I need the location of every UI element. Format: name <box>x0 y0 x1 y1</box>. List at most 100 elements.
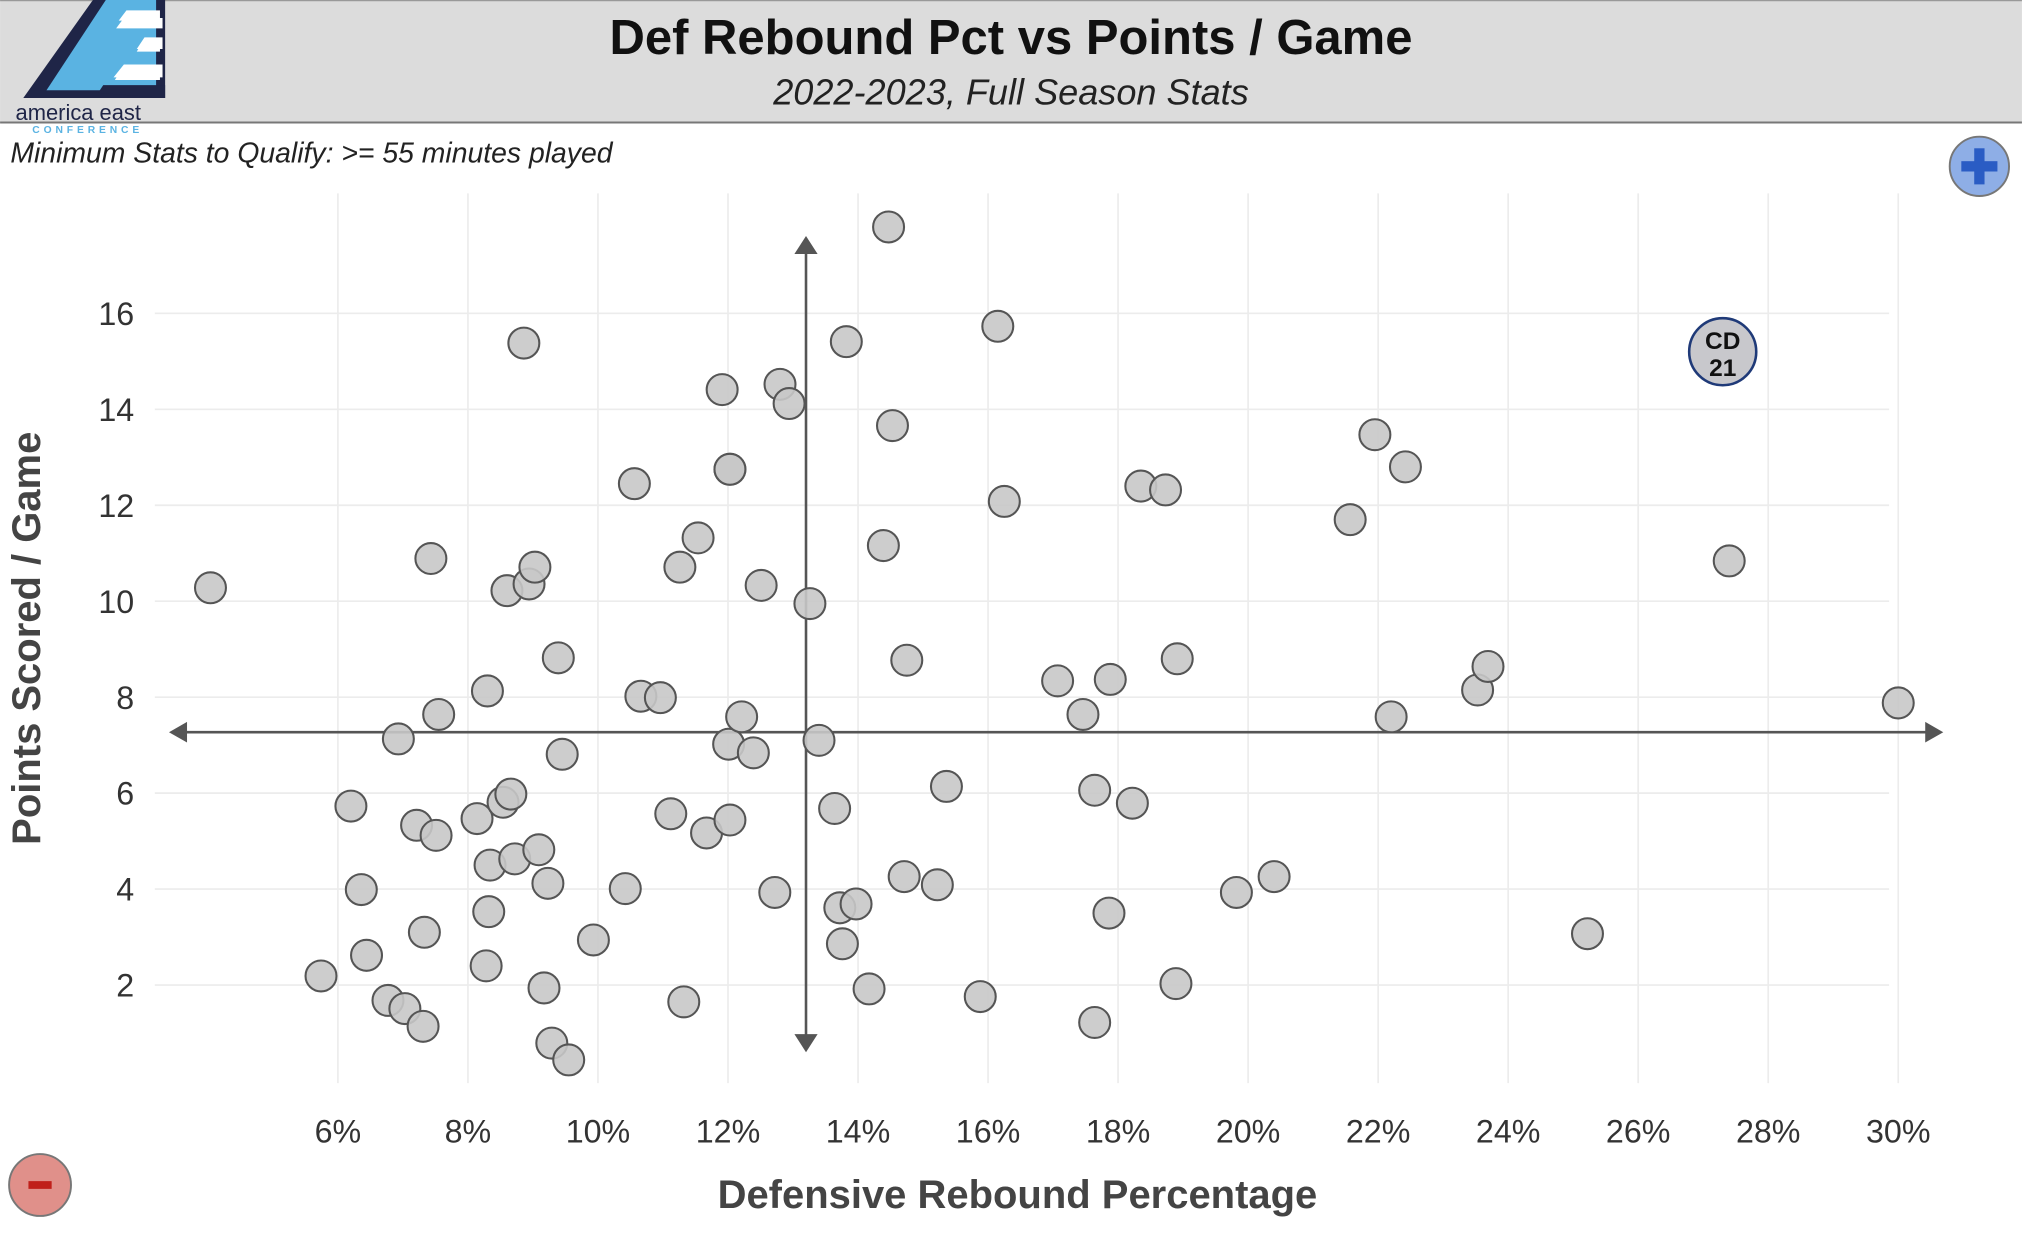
data-point[interactable] <box>460 802 494 836</box>
data-point[interactable] <box>406 1009 440 1043</box>
data-point[interactable] <box>531 866 565 900</box>
data-point[interactable] <box>576 923 610 957</box>
data-point[interactable] <box>407 915 441 949</box>
header-band <box>0 0 2022 123</box>
data-point[interactable] <box>1712 544 1746 578</box>
data-point[interactable] <box>744 568 778 602</box>
data-point[interactable] <box>304 959 338 993</box>
logo-subtext: CONFERENCE <box>32 125 143 136</box>
data-point[interactable] <box>1219 875 1253 909</box>
highlight-marker[interactable] <box>1687 316 1758 387</box>
data-point[interactable] <box>654 797 688 831</box>
data-point[interactable] <box>643 681 677 715</box>
data-point[interactable] <box>890 643 924 677</box>
data-point[interactable] <box>981 309 1015 343</box>
data-point[interactable] <box>522 833 556 867</box>
data-point[interactable] <box>866 529 900 563</box>
plus-icon <box>1961 148 1998 185</box>
zoom-in-button[interactable] <box>1948 135 2010 197</box>
data-point[interactable] <box>1078 1005 1112 1039</box>
data-point[interactable] <box>705 373 739 407</box>
data-point[interactable] <box>552 1043 586 1077</box>
data-point[interactable] <box>667 985 701 1019</box>
data-point[interactable] <box>929 769 963 803</box>
data-point[interactable] <box>1570 917 1604 951</box>
y-tick-label: 14 <box>98 392 134 428</box>
gridlines <box>154 193 1900 1084</box>
data-point[interactable] <box>793 587 827 621</box>
data-point[interactable] <box>713 803 747 837</box>
data-point[interactable] <box>419 818 453 852</box>
data-point[interactable] <box>839 887 873 921</box>
data-point[interactable] <box>494 777 528 811</box>
data-point[interactable] <box>350 938 384 972</box>
qualification-note: Minimum Stats to Qualify: >= 55 minutes … <box>10 137 613 169</box>
data-point[interactable] <box>1333 503 1367 537</box>
data-point[interactable] <box>545 737 579 771</box>
data-point[interactable] <box>802 723 836 757</box>
data-point[interactable] <box>875 409 909 443</box>
data-point[interactable] <box>469 949 503 983</box>
data-point[interactable] <box>1093 662 1127 696</box>
data-point[interactable] <box>987 484 1021 518</box>
zoom-out-button[interactable] <box>8 1153 72 1217</box>
data-point[interactable] <box>963 980 997 1014</box>
data-point[interactable] <box>1159 967 1193 1001</box>
data-point[interactable] <box>887 860 921 894</box>
data-point[interactable] <box>470 674 504 708</box>
x-axis-label: Defensive Rebound Percentage <box>718 1173 1318 1217</box>
data-point[interactable] <box>663 550 697 584</box>
data-point[interactable] <box>1149 473 1183 507</box>
x-tick-label: 14% <box>826 1113 891 1149</box>
x-tick-label: 30% <box>1866 1113 1931 1149</box>
data-point[interactable] <box>1078 773 1112 807</box>
data-point[interactable] <box>344 873 378 907</box>
y-tick-label: 4 <box>116 872 134 908</box>
chart-subtitle: 2022-2023, Full Season Stats <box>772 71 1249 112</box>
minus-icon <box>28 1181 52 1189</box>
data-point[interactable] <box>527 971 561 1005</box>
data-point[interactable] <box>713 452 747 486</box>
data-point[interactable] <box>772 387 806 421</box>
y-tick-label: 6 <box>116 776 134 812</box>
data-point[interactable] <box>422 697 456 731</box>
data-point[interactable] <box>758 875 792 909</box>
data-point[interactable] <box>1160 642 1194 676</box>
data-point[interactable] <box>472 895 506 929</box>
data-point[interactable] <box>736 736 770 770</box>
data-point[interactable] <box>1374 700 1408 734</box>
data-point[interactable] <box>725 700 759 734</box>
data-point[interactable] <box>381 722 415 756</box>
arrow-up-icon <box>794 235 818 255</box>
data-point[interactable] <box>1257 860 1291 894</box>
data-point[interactable] <box>414 542 448 576</box>
data-point[interactable] <box>541 641 575 675</box>
data-point[interactable] <box>1066 697 1100 731</box>
data-point[interactable] <box>507 326 541 360</box>
data-point[interactable] <box>852 972 886 1006</box>
arrow-left-icon <box>168 721 188 743</box>
data-point[interactable] <box>334 789 368 823</box>
x-tick-label: 28% <box>1736 1113 1801 1149</box>
data-point[interactable] <box>1388 450 1422 484</box>
data-point[interactable] <box>872 210 906 244</box>
data-point[interactable] <box>1115 786 1149 820</box>
data-point[interactable] <box>1358 418 1392 452</box>
data-point[interactable] <box>920 868 954 902</box>
data-point[interactable] <box>193 571 227 605</box>
data-point[interactable] <box>825 927 859 961</box>
data-point[interactable] <box>518 550 552 584</box>
data-point[interactable] <box>617 467 651 501</box>
y-tick-label: 16 <box>98 296 134 332</box>
data-point[interactable] <box>829 325 863 359</box>
data-point[interactable] <box>1092 896 1126 930</box>
data-point[interactable] <box>1881 686 1915 720</box>
data-point[interactable] <box>681 521 715 555</box>
data-point[interactable] <box>1471 649 1505 683</box>
data-point[interactable] <box>818 791 852 825</box>
highlighted-player[interactable]: CD 21 <box>1687 316 1758 387</box>
data-point[interactable] <box>608 872 642 906</box>
data-point[interactable] <box>1041 664 1075 698</box>
x-tick-label: 18% <box>1086 1113 1151 1149</box>
